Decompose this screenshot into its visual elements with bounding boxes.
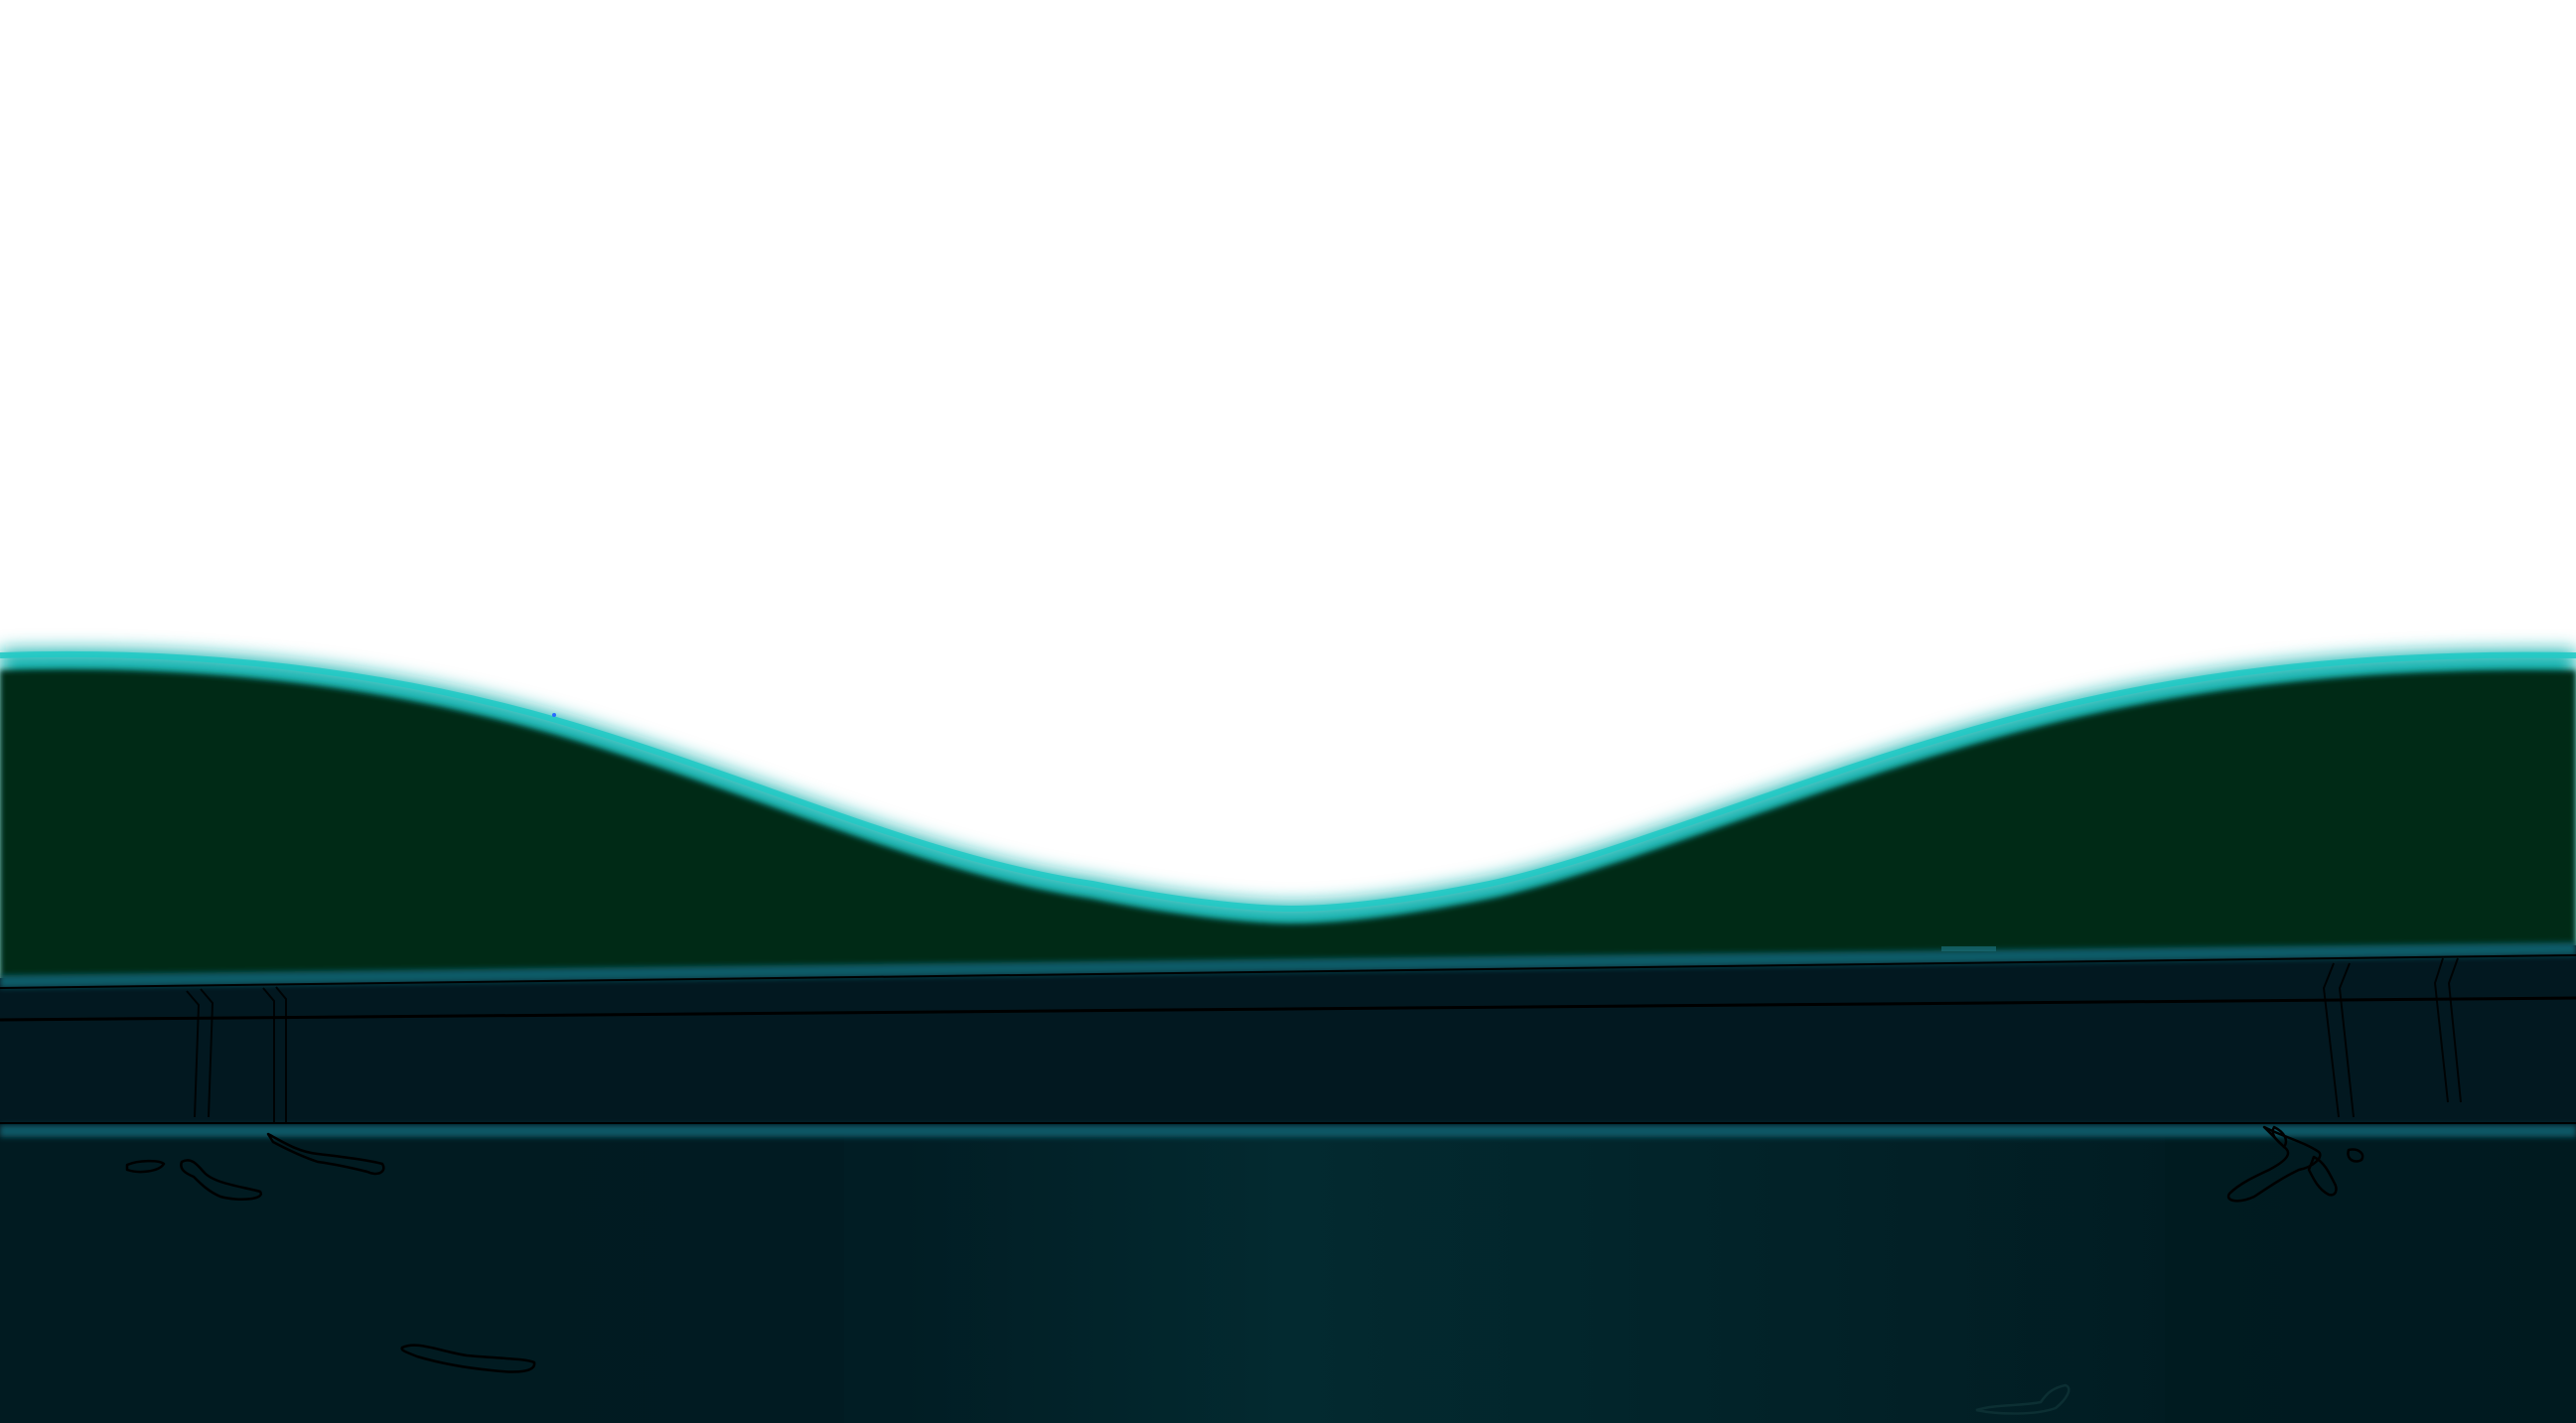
hill-silhouette-icon <box>0 648 2576 983</box>
crack-3 <box>266 1132 385 1176</box>
hill-speck <box>552 713 556 717</box>
crack-4 <box>400 1344 536 1373</box>
strut-left-b <box>262 987 275 1122</box>
rail-highlight <box>1941 946 1996 951</box>
ground-shade-right <box>2165 1132 2576 1423</box>
ground-shade-left <box>0 1132 844 1423</box>
strut-left-a <box>186 990 201 1118</box>
lower-strip-edge <box>0 1125 2576 1137</box>
hill-body <box>0 668 2576 983</box>
crack-1 <box>125 1159 166 1174</box>
rail-top-line <box>0 954 2576 989</box>
ground-area <box>0 1122 2576 1423</box>
support-strut-icon <box>186 957 2462 1122</box>
crack-5 <box>2226 1125 2322 1203</box>
scratch-1 <box>1975 1383 2071 1415</box>
hill-rim <box>0 650 2576 913</box>
crack-8 <box>2271 1125 2288 1149</box>
strut-right-a <box>2322 962 2340 1118</box>
strut-right-b2 <box>2447 957 2462 1103</box>
strut-right-b <box>2433 957 2449 1103</box>
rail-track-icon <box>0 942 2576 1132</box>
strut-left-b2 <box>275 986 287 1122</box>
strut-right-a2 <box>2338 962 2355 1118</box>
ground-scratch-icon <box>1975 1383 2071 1415</box>
ground-crack-icon <box>125 1125 2364 1373</box>
rail-inner-line <box>0 996 2576 1022</box>
crack-2 <box>180 1159 262 1201</box>
rail-top-edge <box>0 942 2576 988</box>
strut-left-a2 <box>200 988 215 1118</box>
crack-7 <box>2347 1148 2364 1163</box>
crack-6 <box>2307 1155 2338 1197</box>
rail-band <box>0 945 2576 1132</box>
